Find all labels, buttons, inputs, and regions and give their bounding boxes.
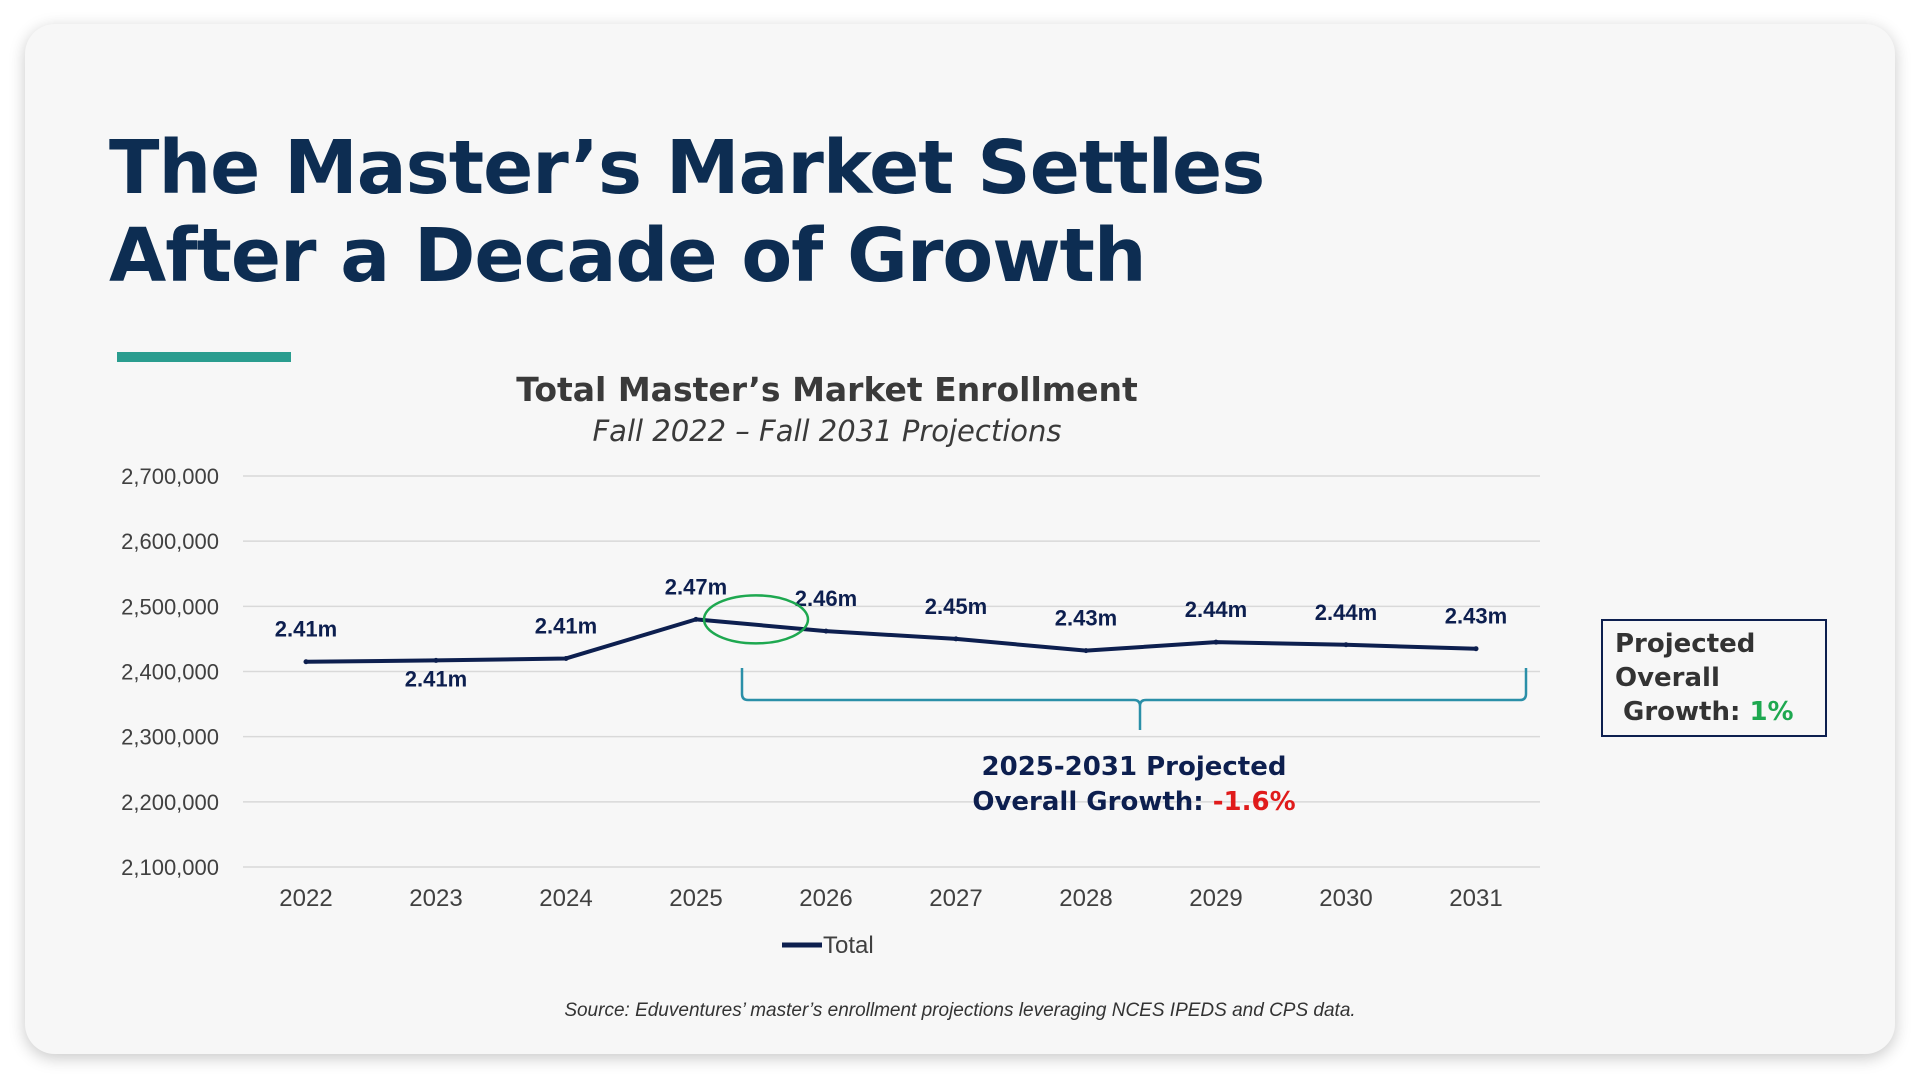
data-point — [1343, 642, 1349, 648]
slide-title: The Master’s Market Settles After a Deca… — [109, 124, 1265, 300]
x-tick-label: 2027 — [929, 885, 982, 912]
x-tick-label: 2024 — [539, 885, 592, 912]
slide-card: The Master’s Market Settles After a Deca… — [25, 24, 1895, 1054]
y-tick-label: 2,200,000 — [121, 790, 219, 815]
chart-gridlines — [243, 475, 1540, 868]
x-tick-label: 2029 — [1189, 885, 1242, 912]
data-label: 2.44m — [1185, 597, 1247, 622]
data-labels: 2.41m 2.41m 2.41m 2.47m 2.46m 2.45m 2.43m 2.44m… — [275, 574, 1507, 691]
source-note: Source: Eduventures’ master’s enrollment… — [564, 1000, 1355, 1021]
callout-growth-value: 1% — [1749, 697, 1793, 727]
callout-line-1: Projected — [1615, 629, 1755, 659]
callout-border — [1601, 619, 1827, 737]
projection-bracket — [740, 668, 1528, 730]
bracket-annotation-line-1: 2025-2031 Projected — [982, 752, 1287, 782]
x-tick-label: 2022 — [279, 885, 332, 912]
bracket-annotation-prefix: Overall Growth: — [972, 787, 1212, 817]
series-total — [303, 616, 1479, 665]
bracket-growth-value: -1.6% — [1213, 787, 1296, 817]
data-label: 2.41m — [275, 617, 337, 642]
data-point — [823, 628, 829, 634]
data-label: 2.41m — [405, 666, 467, 691]
y-axis: 2,700,000 2,600,000 2,500,000 2,400,000 2,30… — [121, 464, 219, 880]
slide-title-line-1: The Master’s Market Settles — [109, 125, 1265, 211]
legend: Total — [782, 932, 874, 959]
data-label: 2.43m — [1445, 604, 1507, 629]
series-line-total — [305, 617, 1477, 664]
data-label: 2.44m — [1315, 600, 1377, 625]
data-point — [693, 616, 699, 622]
x-tick-label: 2030 — [1319, 885, 1372, 912]
growth-callout-box: Projected Overall Growth: 1% — [1601, 619, 1827, 737]
x-tick-label: 2031 — [1449, 885, 1502, 912]
data-label: 2.43m — [1055, 606, 1117, 631]
bracket-annotation-line-2: Overall Growth: -1.6% — [972, 787, 1295, 817]
data-point — [1473, 646, 1479, 652]
legend-label-total: Total — [823, 932, 874, 959]
x-tick-label: 2023 — [409, 885, 462, 912]
data-label: 2.46m — [795, 586, 857, 611]
x-tick-label: 2025 — [669, 885, 722, 912]
data-label: 2.41m — [535, 613, 597, 638]
peak-highlight-circle — [702, 594, 810, 645]
chart-title: Total Master’s Market Enrollment — [516, 370, 1138, 409]
bracket-path — [740, 668, 1528, 730]
data-point — [1213, 639, 1219, 645]
data-label: 2.45m — [925, 594, 987, 619]
callout-line-2: Overall — [1615, 663, 1720, 693]
data-point — [303, 659, 309, 665]
x-tick-label: 2026 — [799, 885, 852, 912]
y-tick-label: 2,400,000 — [121, 660, 219, 685]
y-tick-label: 2,100,000 — [121, 855, 219, 880]
data-point — [1083, 648, 1089, 654]
data-point — [433, 657, 439, 663]
callout-growth-prefix: Growth: — [1623, 697, 1749, 727]
title-accent-bar — [117, 352, 291, 362]
slide-title-line-2: After a Decade of Growth — [109, 213, 1147, 299]
chart-subtitle: Fall 2022 – Fall 2031 Projections — [593, 414, 1062, 448]
y-tick-label: 2,700,000 — [121, 464, 219, 489]
y-tick-label: 2,600,000 — [121, 529, 219, 554]
data-point — [563, 655, 569, 661]
x-axis: 2022 2023 2024 2025 2026 2027 2028 2029 2030 2031 — [279, 885, 1502, 912]
y-tick-label: 2,500,000 — [121, 594, 219, 619]
y-tick-label: 2,300,000 — [121, 725, 219, 750]
data-label: 2.47m — [665, 574, 727, 599]
x-tick-label: 2028 — [1059, 885, 1112, 912]
data-point — [953, 636, 959, 642]
callout-line-3: Growth: 1% — [1623, 697, 1794, 727]
